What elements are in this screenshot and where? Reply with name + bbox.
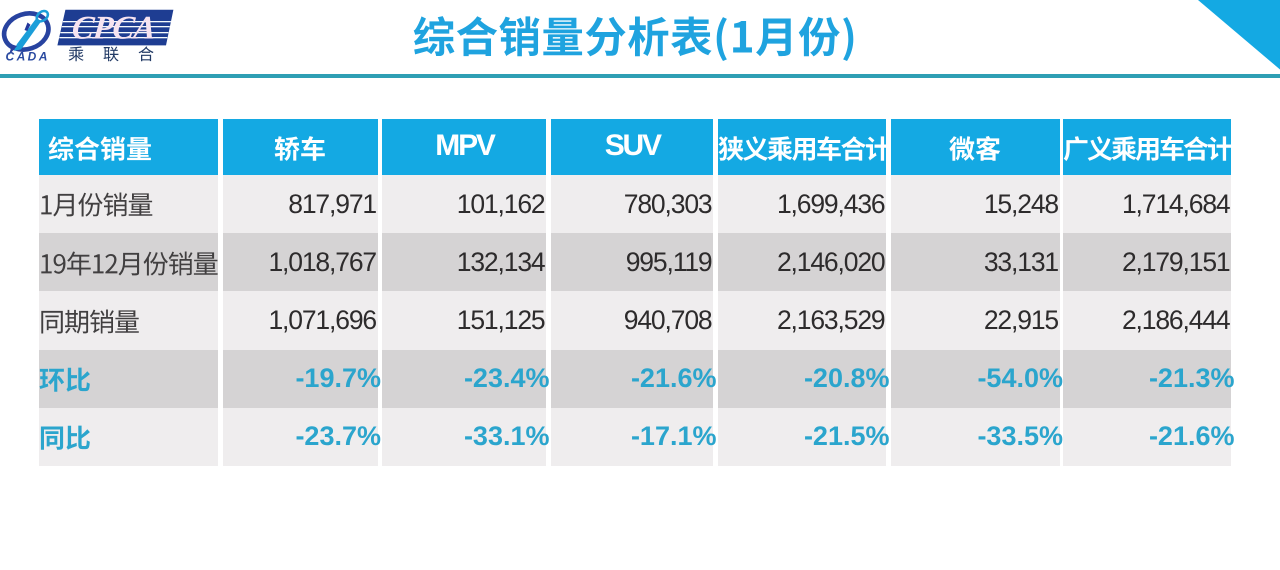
svg-text:CADA: CADA <box>6 50 50 64</box>
svg-text:CPCA: CPCA <box>70 10 157 46</box>
